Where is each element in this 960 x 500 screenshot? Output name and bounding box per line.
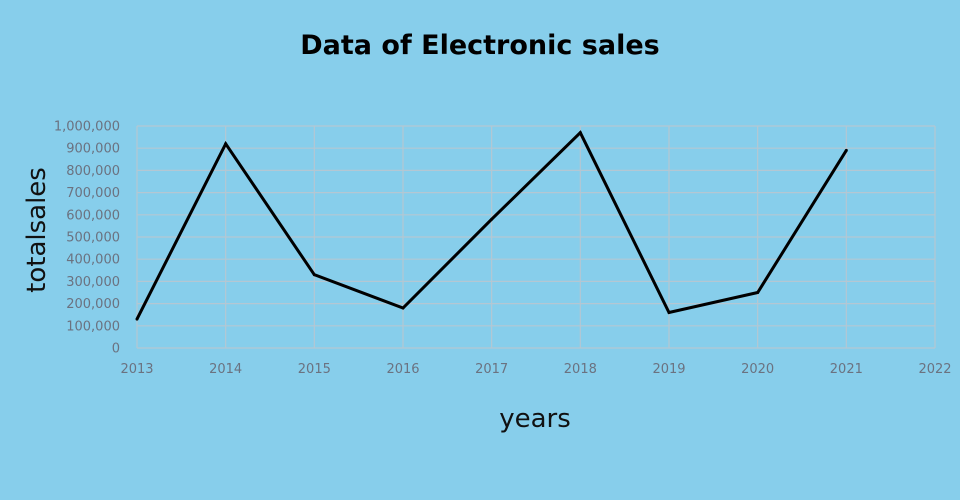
series-layer [135, 130, 848, 321]
x-axis-ticks: 2013 2014 2015 2016 2017 2018 2019 2020 2021 2022 [120, 362, 951, 377]
data-point [844, 148, 848, 152]
y-tick-label: 300,000 [66, 275, 120, 290]
data-point [667, 310, 671, 314]
y-axis-title: totalsales [22, 167, 52, 293]
data-point [578, 131, 582, 135]
y-tick-label: 1,000,000 [54, 120, 120, 135]
y-axis-ticks: 0 100,000 200,000 300,000 400,000 500,000 600,… [54, 120, 120, 357]
y-tick-label: 100,000 [66, 319, 120, 334]
y-tick-label: 900,000 [66, 142, 120, 157]
x-tick-label: 2018 [564, 362, 597, 377]
y-tick-label: 500,000 [66, 231, 120, 246]
grid [136, 125, 936, 349]
x-tick-label: 2016 [386, 362, 419, 377]
y-tick-label: 700,000 [66, 186, 120, 201]
y-tick-label: 200,000 [66, 297, 120, 312]
x-tick-label: 2014 [209, 362, 242, 377]
x-tick-label: 2022 [918, 362, 951, 377]
x-tick-label: 2019 [652, 362, 685, 377]
x-tick-label: 2017 [475, 362, 508, 377]
y-tick-label: 0 [112, 342, 120, 357]
data-point [401, 306, 405, 310]
data-point [224, 142, 228, 146]
x-tick-label: 2013 [120, 362, 153, 377]
x-tick-label: 2021 [830, 362, 863, 377]
y-tick-label: 400,000 [66, 253, 120, 268]
x-tick-label: 2020 [741, 362, 774, 377]
x-tick-label: 2015 [298, 362, 331, 377]
data-point [756, 291, 760, 294]
y-tick-label: 800,000 [66, 164, 120, 179]
x-axis-title: years [499, 404, 571, 434]
data-point [312, 273, 316, 277]
y-tick-label: 600,000 [66, 208, 120, 223]
data-point [135, 317, 139, 321]
data-point [490, 217, 494, 221]
chart-title: Data of Electronic sales [300, 30, 659, 61]
